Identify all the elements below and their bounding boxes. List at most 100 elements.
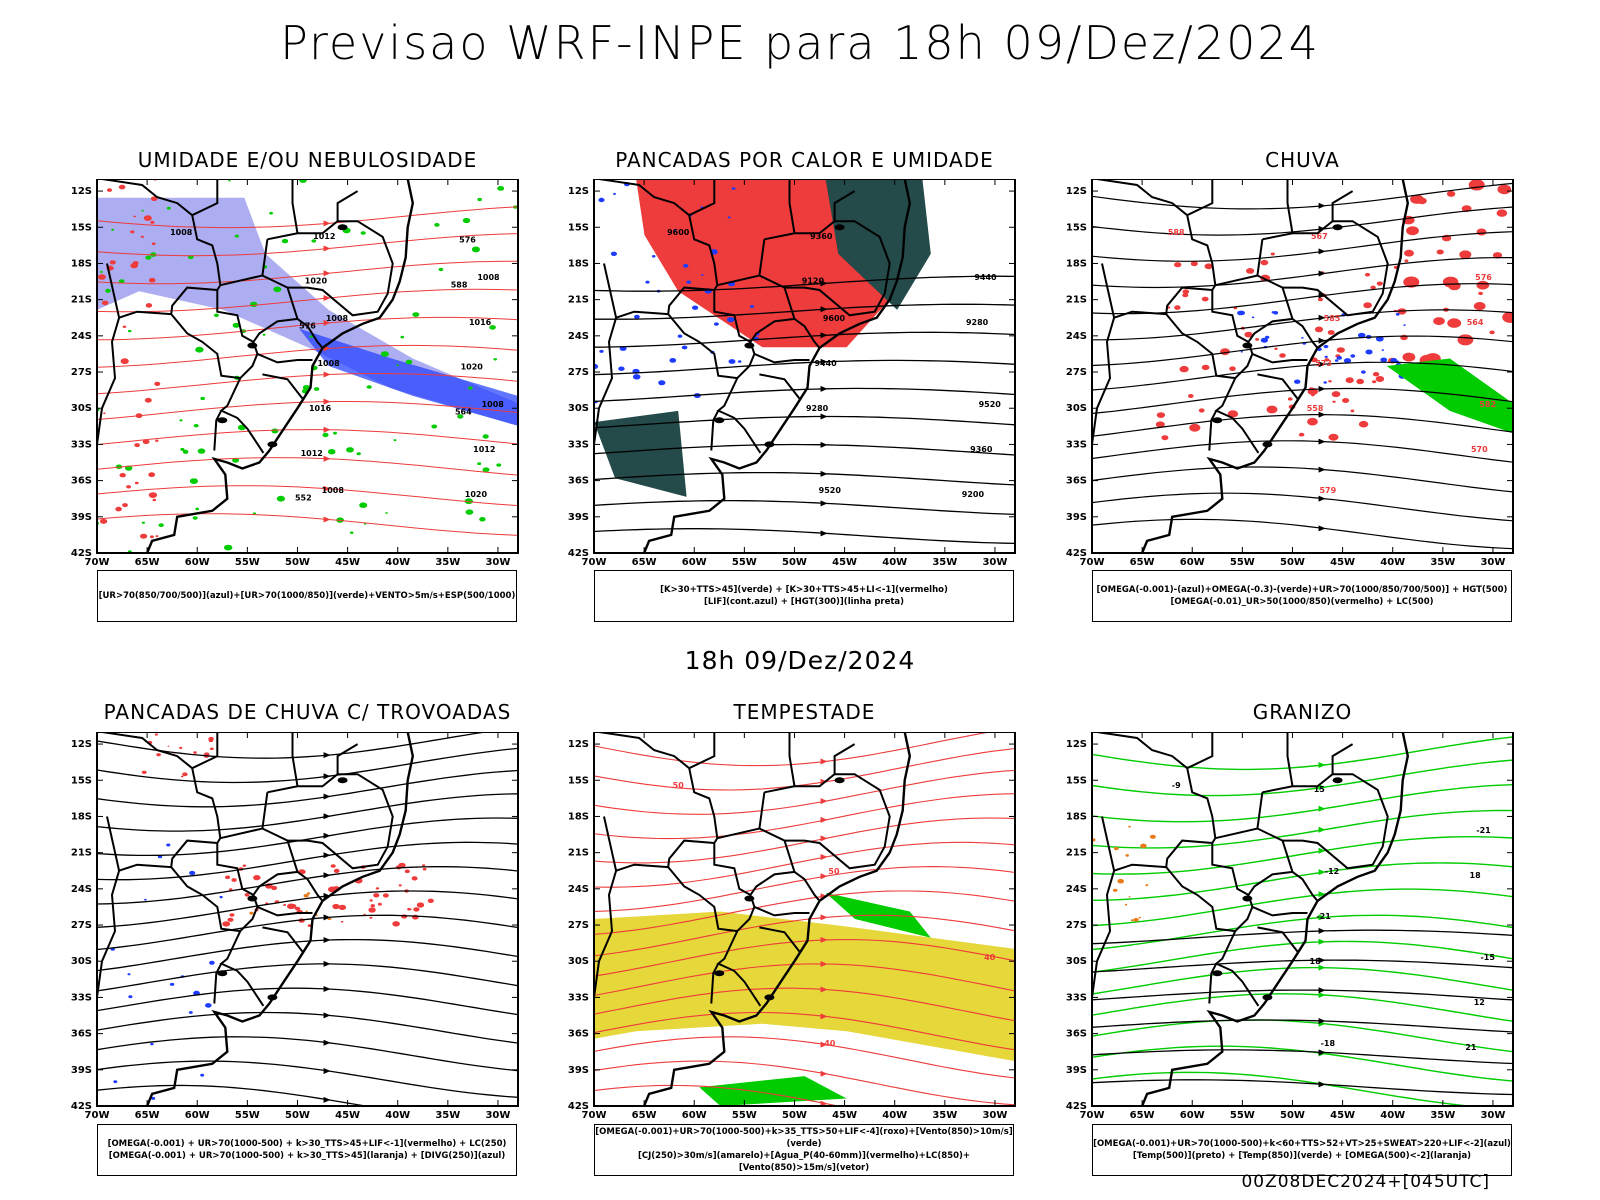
contour-label: 9360 xyxy=(810,232,833,241)
lifted-index-contour xyxy=(681,345,688,350)
humidity-core xyxy=(299,328,518,426)
humidity-low-level xyxy=(158,523,164,528)
border-line xyxy=(759,373,801,400)
lon-tick-label: 70W xyxy=(1080,1110,1105,1121)
thunderstorm-red xyxy=(287,903,295,910)
lat-tick-label: 21S xyxy=(1066,295,1087,306)
border-line xyxy=(1282,220,1389,317)
thunderstorm-red xyxy=(222,921,231,927)
lat-tick-label: 18S xyxy=(1066,258,1087,269)
terrain-contour xyxy=(126,485,132,489)
thunderstorm-red xyxy=(409,908,412,911)
thunderstorm-orange xyxy=(305,910,308,913)
temp-500-contour-arrow xyxy=(1318,927,1326,934)
omega-blue xyxy=(1381,349,1385,351)
border-line xyxy=(784,773,891,870)
streamline-arrow xyxy=(323,773,331,780)
map-frame xyxy=(1091,732,1514,1107)
humidity-low-level xyxy=(385,512,388,514)
lat-tick-label: 15S xyxy=(71,775,92,786)
humidity-low-level xyxy=(462,217,471,224)
border-line xyxy=(267,190,359,241)
contour-label: 12 xyxy=(1474,998,1485,1007)
temp-850-contour xyxy=(1092,1019,1513,1053)
thunderstorm-red xyxy=(156,753,161,757)
lake-mark xyxy=(1242,895,1253,902)
coastline xyxy=(642,732,912,1106)
lon-tick-label: 65W xyxy=(135,557,160,568)
temp-500-contour xyxy=(1092,929,1513,945)
lat-tick-label: 30S xyxy=(1066,403,1087,414)
thickness-line-arrow xyxy=(323,516,331,523)
divergence-blue xyxy=(150,1042,154,1046)
omega-blue xyxy=(1403,324,1406,326)
divergence-blue xyxy=(169,982,175,986)
omega-blue xyxy=(1251,316,1255,319)
contour-label: 564 xyxy=(1467,318,1484,327)
humidity-low-level xyxy=(271,428,279,434)
streamline xyxy=(97,1084,370,1106)
terrain-contour xyxy=(148,277,156,283)
contour-label: 573 xyxy=(1315,359,1332,368)
streamline xyxy=(97,747,518,784)
temp-850-contour-arrow xyxy=(1318,805,1326,812)
contour-label: 9600 xyxy=(823,314,846,323)
lat-tick-label: 24S xyxy=(568,884,589,895)
humidity-low-level xyxy=(465,509,474,515)
contour-label: 18 xyxy=(1310,957,1322,966)
rain-red xyxy=(1502,311,1513,323)
lake-mark xyxy=(764,441,775,448)
border-line xyxy=(1286,179,1294,234)
humidity-low-level xyxy=(346,447,354,453)
border-line xyxy=(758,239,766,276)
rain-red xyxy=(1478,291,1483,296)
streamline-850 xyxy=(594,817,1015,864)
legend-line: [OMEGA(-0.001) + UR>70(1000-500) + k>30_… xyxy=(107,1139,507,1149)
border-line xyxy=(257,352,313,364)
humidity-low-level xyxy=(309,335,313,338)
humidity-low-level xyxy=(232,457,240,463)
temp-500-contour xyxy=(1092,1049,1513,1065)
humidity-low-level xyxy=(479,517,486,522)
omega-blue xyxy=(1390,358,1398,363)
border-line xyxy=(291,732,299,787)
thickness-line xyxy=(97,457,518,476)
border-line xyxy=(1096,732,1260,1007)
streamline-850 xyxy=(594,1011,1015,1051)
lon-tick-label: 65W xyxy=(1130,1110,1155,1121)
thickness-line xyxy=(97,316,518,341)
lat-tick-label: 18S xyxy=(568,258,589,269)
rain-red xyxy=(1324,358,1330,362)
rain-red xyxy=(1189,423,1201,432)
contour-label: 9600 xyxy=(667,228,690,237)
height-300-contour xyxy=(594,387,1015,403)
omega-blue xyxy=(1361,370,1366,374)
humidity-low-level xyxy=(192,516,198,520)
thunderstorm-red xyxy=(422,867,427,871)
lon-tick-label: 60W xyxy=(185,1110,210,1121)
temp-850-contour-arrow xyxy=(1318,891,1326,898)
omega-blue xyxy=(1365,349,1373,355)
lon-tick-label: 50W xyxy=(285,1110,310,1121)
legend-line: [OMEGA(-0.001)-(azul)+OMEGA(-0.3)-(verde… xyxy=(1096,585,1508,595)
lon-tick-label: 60W xyxy=(1180,557,1205,568)
rain-red xyxy=(1497,184,1512,195)
temp-500-contour xyxy=(1092,989,1513,1001)
lat-tick-label: 18S xyxy=(1066,811,1087,822)
legend-box: [OMEGA(-0.001)+UR>70(1000-500)+k<60+TTS>… xyxy=(1092,1124,1512,1176)
temp-500-contour xyxy=(1092,1079,1513,1096)
lat-tick-label: 42S xyxy=(1066,1101,1087,1112)
streamline-850 xyxy=(594,963,1015,997)
lon-tick-label: 45W xyxy=(1330,1110,1355,1121)
thunderstorm-red xyxy=(377,902,382,906)
streamline xyxy=(97,1011,518,1044)
thunderstorm-red xyxy=(413,907,420,912)
border-line xyxy=(710,963,720,1004)
contour-label: 1008 xyxy=(326,314,349,323)
border-line xyxy=(1257,926,1299,953)
lat-tick-label: 30S xyxy=(1066,956,1087,967)
rain-red xyxy=(1404,259,1409,263)
rain-red xyxy=(1403,276,1420,288)
streamline-arrow xyxy=(323,937,331,944)
lat-tick-label: 24S xyxy=(71,331,92,342)
